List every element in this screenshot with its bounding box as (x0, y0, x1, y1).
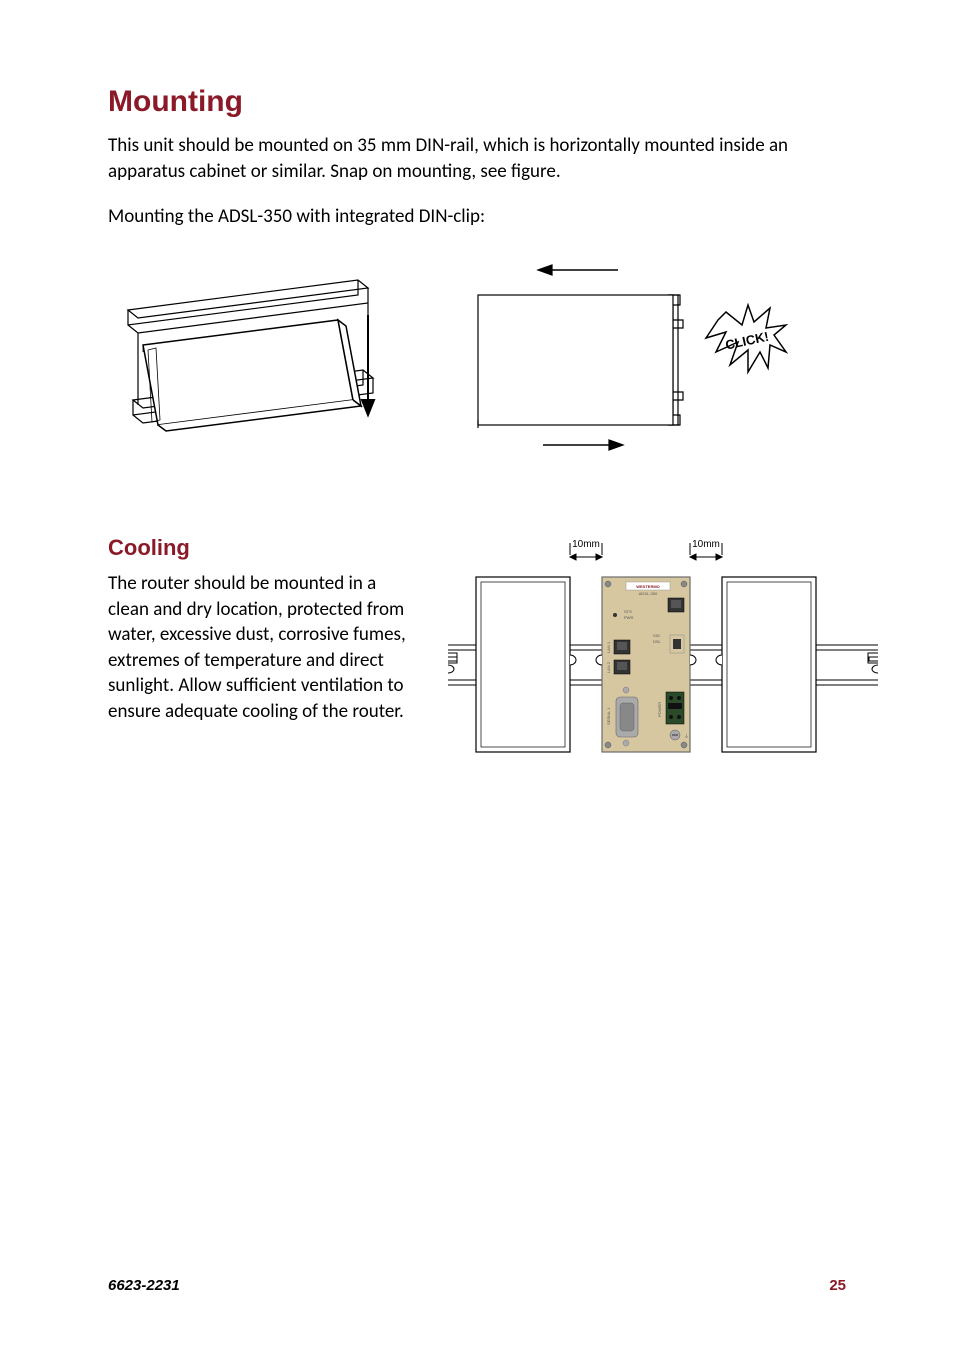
led-sts: STS (624, 609, 632, 614)
mounting-paragraph-1: This unit should be mounted on 35 mm DIN… (108, 133, 846, 184)
footer-doc-id: 6623-2231 (108, 1277, 180, 1294)
figure-snap-on-iso (108, 250, 388, 485)
click-burst-text: CLICK! (724, 329, 770, 353)
cooling-section: Cooling The router should be mounted in … (108, 535, 846, 780)
cooling-paragraph: The router should be mounted in a clean … (108, 571, 408, 725)
heading-cooling: Cooling (108, 535, 408, 561)
label-lan2: LAN 2 (606, 661, 611, 673)
mounting-paragraph-2: Mounting the ADSL-350 with integrated DI… (108, 204, 846, 230)
spacing-label-right: 10mm (692, 539, 720, 550)
heading-mounting: Mounting (108, 85, 846, 119)
page: Mounting This unit should be mounted on … (0, 0, 954, 1354)
svg-text:⏚: ⏚ (684, 733, 689, 740)
label-lan1: LAN 1 (606, 641, 611, 653)
page-footer: 6623-2231 25 (108, 1277, 846, 1294)
device-model: ADSL-350 (639, 591, 658, 596)
device-brand: WESTERMO (636, 584, 660, 589)
led-sig: SIG (653, 633, 660, 638)
label-serial: SERIAL 1 (606, 707, 611, 725)
footer-page-number: 25 (829, 1277, 846, 1294)
led-dsl: DSL (653, 639, 662, 644)
label-power: POWER (657, 702, 662, 717)
mounting-figures: CLICK! (108, 250, 846, 485)
figure-cooling-spacing: 10mm 10mm (448, 535, 878, 780)
figure-snap-on-side: CLICK! (448, 250, 788, 485)
led-pwr: PWR (624, 615, 633, 620)
spacing-label-left: 10mm (572, 539, 600, 550)
